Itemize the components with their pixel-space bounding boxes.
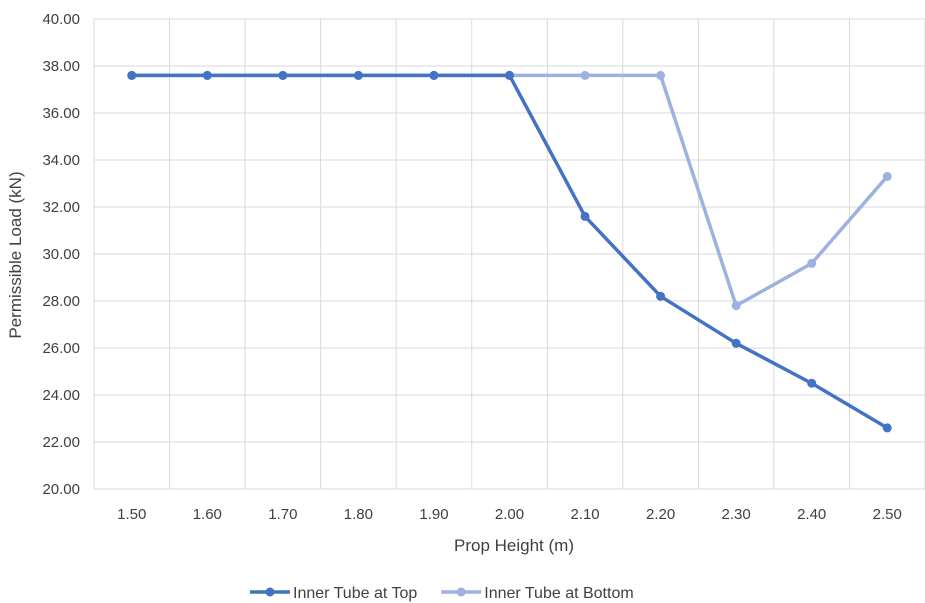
legend-marker: [265, 587, 275, 597]
x-tick-label: 2.30: [722, 506, 751, 523]
y-tick-label: 32.00: [42, 199, 80, 216]
x-tick-label: 2.50: [873, 506, 902, 523]
y-tick-label: 28.00: [42, 293, 80, 310]
legend-label: Inner Tube at Bottom: [484, 585, 633, 602]
data-point: [353, 70, 363, 80]
data-point: [429, 70, 439, 80]
data-point: [127, 70, 137, 80]
x-tick-label: 1.60: [193, 506, 222, 523]
x-tick-label: 2.10: [570, 506, 599, 523]
data-point: [807, 258, 817, 268]
y-tick-label: 22.00: [42, 434, 80, 451]
x-tick-label: 2.20: [646, 506, 675, 523]
data-point: [731, 338, 741, 348]
data-point: [807, 378, 817, 388]
data-point: [656, 291, 666, 301]
data-point: [580, 211, 590, 221]
y-axis-ticks: 20.00 22.00 24.00 26.00 28.00 30.00 32.00 34.00…: [42, 11, 80, 498]
legend-label: Inner Tube at Top: [293, 585, 417, 602]
legend-marker: [456, 587, 466, 597]
y-tick-label: 20.00: [42, 481, 80, 498]
series-group: [127, 70, 892, 433]
data-point: [580, 70, 590, 80]
data-point: [278, 70, 288, 80]
y-tick-label: 24.00: [42, 387, 80, 404]
y-tick-label: 38.00: [42, 58, 80, 75]
y-tick-label: 26.00: [42, 340, 80, 357]
x-axis-ticks: 1.50 1.60 1.70 1.80 1.90 2.00 2.10 2.20 2.30 2.40…: [117, 506, 902, 523]
data-point: [882, 423, 892, 433]
y-tick-label: 36.00: [42, 105, 80, 122]
data-point: [202, 70, 212, 80]
x-tick-label: 1.50: [117, 506, 146, 523]
data-point: [882, 171, 892, 181]
y-axis-title: Permissible Load (kN): [6, 171, 25, 338]
data-point: [656, 70, 666, 80]
x-tick-label: 1.70: [268, 506, 297, 523]
x-tick-label: 1.80: [344, 506, 373, 523]
legend: Inner Tube at Top Inner Tube at Bottom: [250, 585, 634, 602]
x-tick-label: 2.00: [495, 506, 524, 523]
y-tick-label: 30.00: [42, 246, 80, 263]
data-point: [731, 301, 741, 311]
x-tick-label: 2.40: [797, 506, 826, 523]
x-axis-title: Prop Height (m): [454, 536, 574, 555]
data-point: [505, 70, 514, 80]
y-tick-label: 40.00: [42, 11, 80, 28]
gridlines: [93, 18, 925, 490]
x-tick-label: 1.90: [419, 506, 448, 523]
y-tick-label: 34.00: [42, 152, 80, 169]
